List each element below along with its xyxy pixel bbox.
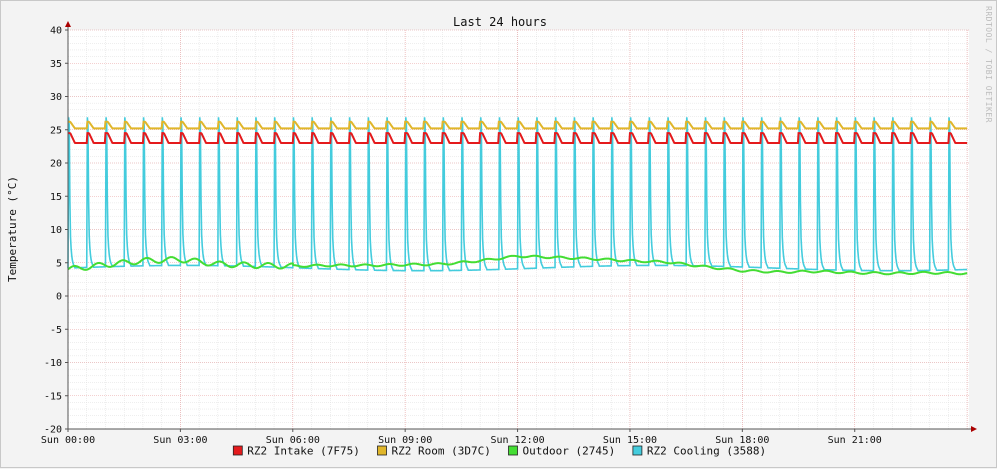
y-tick-label: 20 bbox=[50, 159, 62, 170]
y-tick-label: 30 bbox=[50, 92, 62, 103]
y-tick-label: 40 bbox=[50, 26, 62, 37]
y-tick-label: 25 bbox=[50, 125, 62, 136]
x-tick-label: Sun 21:00 bbox=[828, 435, 882, 446]
series-lines bbox=[67, 117, 968, 276]
series-line bbox=[67, 254, 968, 276]
series-line bbox=[68, 132, 968, 145]
y-tick-label: -10 bbox=[44, 358, 62, 369]
legend-item: Outdoor (2745) bbox=[508, 445, 616, 458]
axes bbox=[65, 21, 977, 432]
x-tick-label: Sun 03:00 bbox=[153, 435, 207, 446]
series-line bbox=[68, 120, 968, 130]
y-tick-label: 5 bbox=[56, 258, 62, 269]
legend-swatch bbox=[232, 445, 243, 456]
legend-label: RZ2 Intake (7F75) bbox=[247, 445, 360, 458]
x-axis-arrow bbox=[971, 426, 977, 432]
watermark: RRDTOOL / TOBI OETIKER bbox=[984, 6, 993, 123]
y-tick-label: 35 bbox=[50, 59, 62, 70]
x-tick-label: Sun 09:00 bbox=[378, 435, 432, 446]
x-tick-label: Sun 18:00 bbox=[715, 435, 769, 446]
y-tick-label: -20 bbox=[44, 425, 62, 436]
y-tick-label: -5 bbox=[50, 325, 62, 336]
x-tick-labels: Sun 00:00 Sun 03:00 Sun 06:00 Sun 09:00 Sun … bbox=[41, 429, 882, 446]
legend-swatch bbox=[632, 445, 643, 456]
y-tick-label: 10 bbox=[50, 225, 62, 236]
chart-title: Last 24 hours bbox=[453, 15, 547, 29]
legend-item: RZ2 Cooling (3588) bbox=[632, 445, 766, 458]
y-tick-labels: 40 35 30 25 20 15 10 5 0 -5 -10 -15 -20 bbox=[44, 26, 68, 436]
y-axis-arrow bbox=[65, 21, 71, 27]
legend-swatch bbox=[377, 445, 387, 456]
y-tick-label: 0 bbox=[56, 292, 62, 303]
legend: RZ2 Intake (7F75) RZ2 Room (3D7C) Outdoor … bbox=[232, 445, 766, 458]
series-line bbox=[67, 117, 968, 272]
x-tick-label: Sun 12:00 bbox=[490, 435, 544, 446]
y-axis-label: Temperature (°C) bbox=[6, 176, 19, 282]
x-tick-label: Sun 15:00 bbox=[603, 435, 657, 446]
legend-label: RZ2 Cooling (3588) bbox=[647, 445, 766, 458]
legend-label: RZ2 Room (3D7C) bbox=[392, 445, 491, 458]
legend-item: RZ2 Room (3D7C) bbox=[377, 445, 491, 458]
x-tick-label: Sun 06:00 bbox=[266, 435, 320, 446]
y-tick-label: 15 bbox=[50, 192, 62, 203]
x-tick-label: Sun 00:00 bbox=[41, 435, 95, 446]
legend-label: Outdoor (2745) bbox=[523, 445, 616, 458]
legend-swatch bbox=[508, 445, 518, 456]
y-tick-label: -15 bbox=[44, 391, 62, 402]
legend-item: RZ2 Intake (7F75) bbox=[232, 445, 360, 458]
